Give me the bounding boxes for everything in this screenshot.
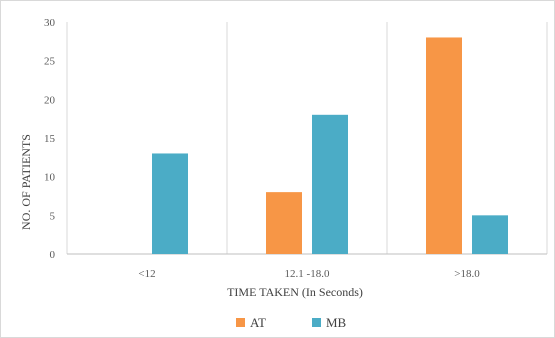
legend-swatch-mb [312,318,321,327]
bar-mb-1 [312,114,348,254]
x-tick-label: <12 [138,268,155,280]
legend-label-at: AT [250,315,266,330]
bar-mb-2 [472,215,508,254]
y-tick-label: 15 [44,133,56,145]
x-axis-title: TIME TAKEN (In Seconds) [227,285,363,299]
y-tick-label: 0 [50,249,56,261]
y-tick-label: 30 [44,17,56,29]
y-axis-title: NO. OF PATIENTS [19,134,33,230]
bar-at-2 [426,37,462,254]
y-tick-label: 5 [50,210,56,222]
x-tick-label: 12.1 -18.0 [285,268,330,280]
gridlines [66,22,548,255]
y-tick-label: 20 [44,94,56,106]
x-tick-labels: <12 12.1 -18.0 >18.0 [138,268,480,280]
y-tick-labels: 0 5 10 15 20 25 30 [44,17,56,261]
y-tick-label: 25 [44,56,56,68]
bars [152,37,508,254]
legend-swatch-at [236,318,245,327]
y-tick-label: 10 [44,172,56,184]
bar-mb-0 [152,153,188,254]
legend-label-mb: MB [326,315,347,330]
bar-at-1 [266,192,302,254]
legend: AT MB [236,315,347,330]
x-tick-label: >18.0 [454,268,480,280]
